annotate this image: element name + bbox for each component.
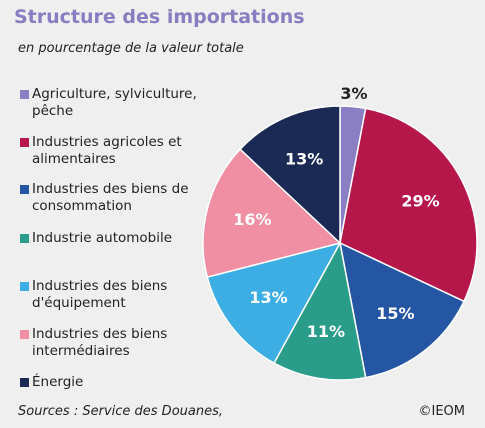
legend-label: Agriculture, sylviculture, pêche [32, 86, 197, 119]
data-label: 11% [307, 322, 345, 341]
legend-item: Industries des biens de consommation [20, 181, 210, 215]
legend-swatch [20, 138, 29, 147]
chart-subtitle: en pourcentage de la valeur totale [18, 41, 244, 56]
pie-slice [206, 241, 342, 365]
data-label: 13% [285, 150, 323, 169]
legend-item: Agriculture, sylviculture, pêche [20, 86, 210, 120]
data-label: 13% [249, 288, 287, 307]
data-label: 16% [233, 210, 271, 229]
legend-item: Industrie automobile [20, 230, 210, 247]
legend-swatch [20, 330, 29, 339]
legend-swatch [20, 234, 29, 243]
legend-item: Industries des biens d'équipement [20, 278, 210, 312]
legend-item: Industries des biens intermédiaires [20, 326, 210, 360]
data-label: 3% [340, 84, 367, 103]
data-label: 15% [376, 304, 414, 323]
legend-swatch [20, 378, 29, 387]
legend-item: Énergie [20, 374, 210, 391]
pie-slice [239, 105, 341, 245]
pie-slice [338, 241, 465, 379]
credit: ©IEOM [418, 404, 466, 419]
legend-label: Industries des biens intermédiaires [32, 326, 168, 359]
legend-label: Industries des biens de consommation [32, 181, 189, 214]
legend-swatch [20, 90, 29, 99]
chart-title: Structure des importations [14, 6, 305, 28]
legend-label: Énergie [32, 374, 84, 390]
pie-slice [272, 240, 367, 381]
legend-label: Industrie automobile [32, 230, 173, 246]
pie-slice [202, 148, 342, 278]
legend-swatch [20, 282, 29, 291]
legend-item: Industries agricoles et alimentaires [20, 134, 210, 168]
legend-label: Industries des biens d'équipement [32, 278, 168, 311]
data-label: 29% [401, 191, 439, 210]
source-note: Sources : Service des Douanes, [18, 404, 223, 419]
legend-swatch [20, 185, 29, 194]
pie-slice [339, 107, 478, 303]
legend-label: Industries agricoles et alimentaires [32, 134, 182, 167]
